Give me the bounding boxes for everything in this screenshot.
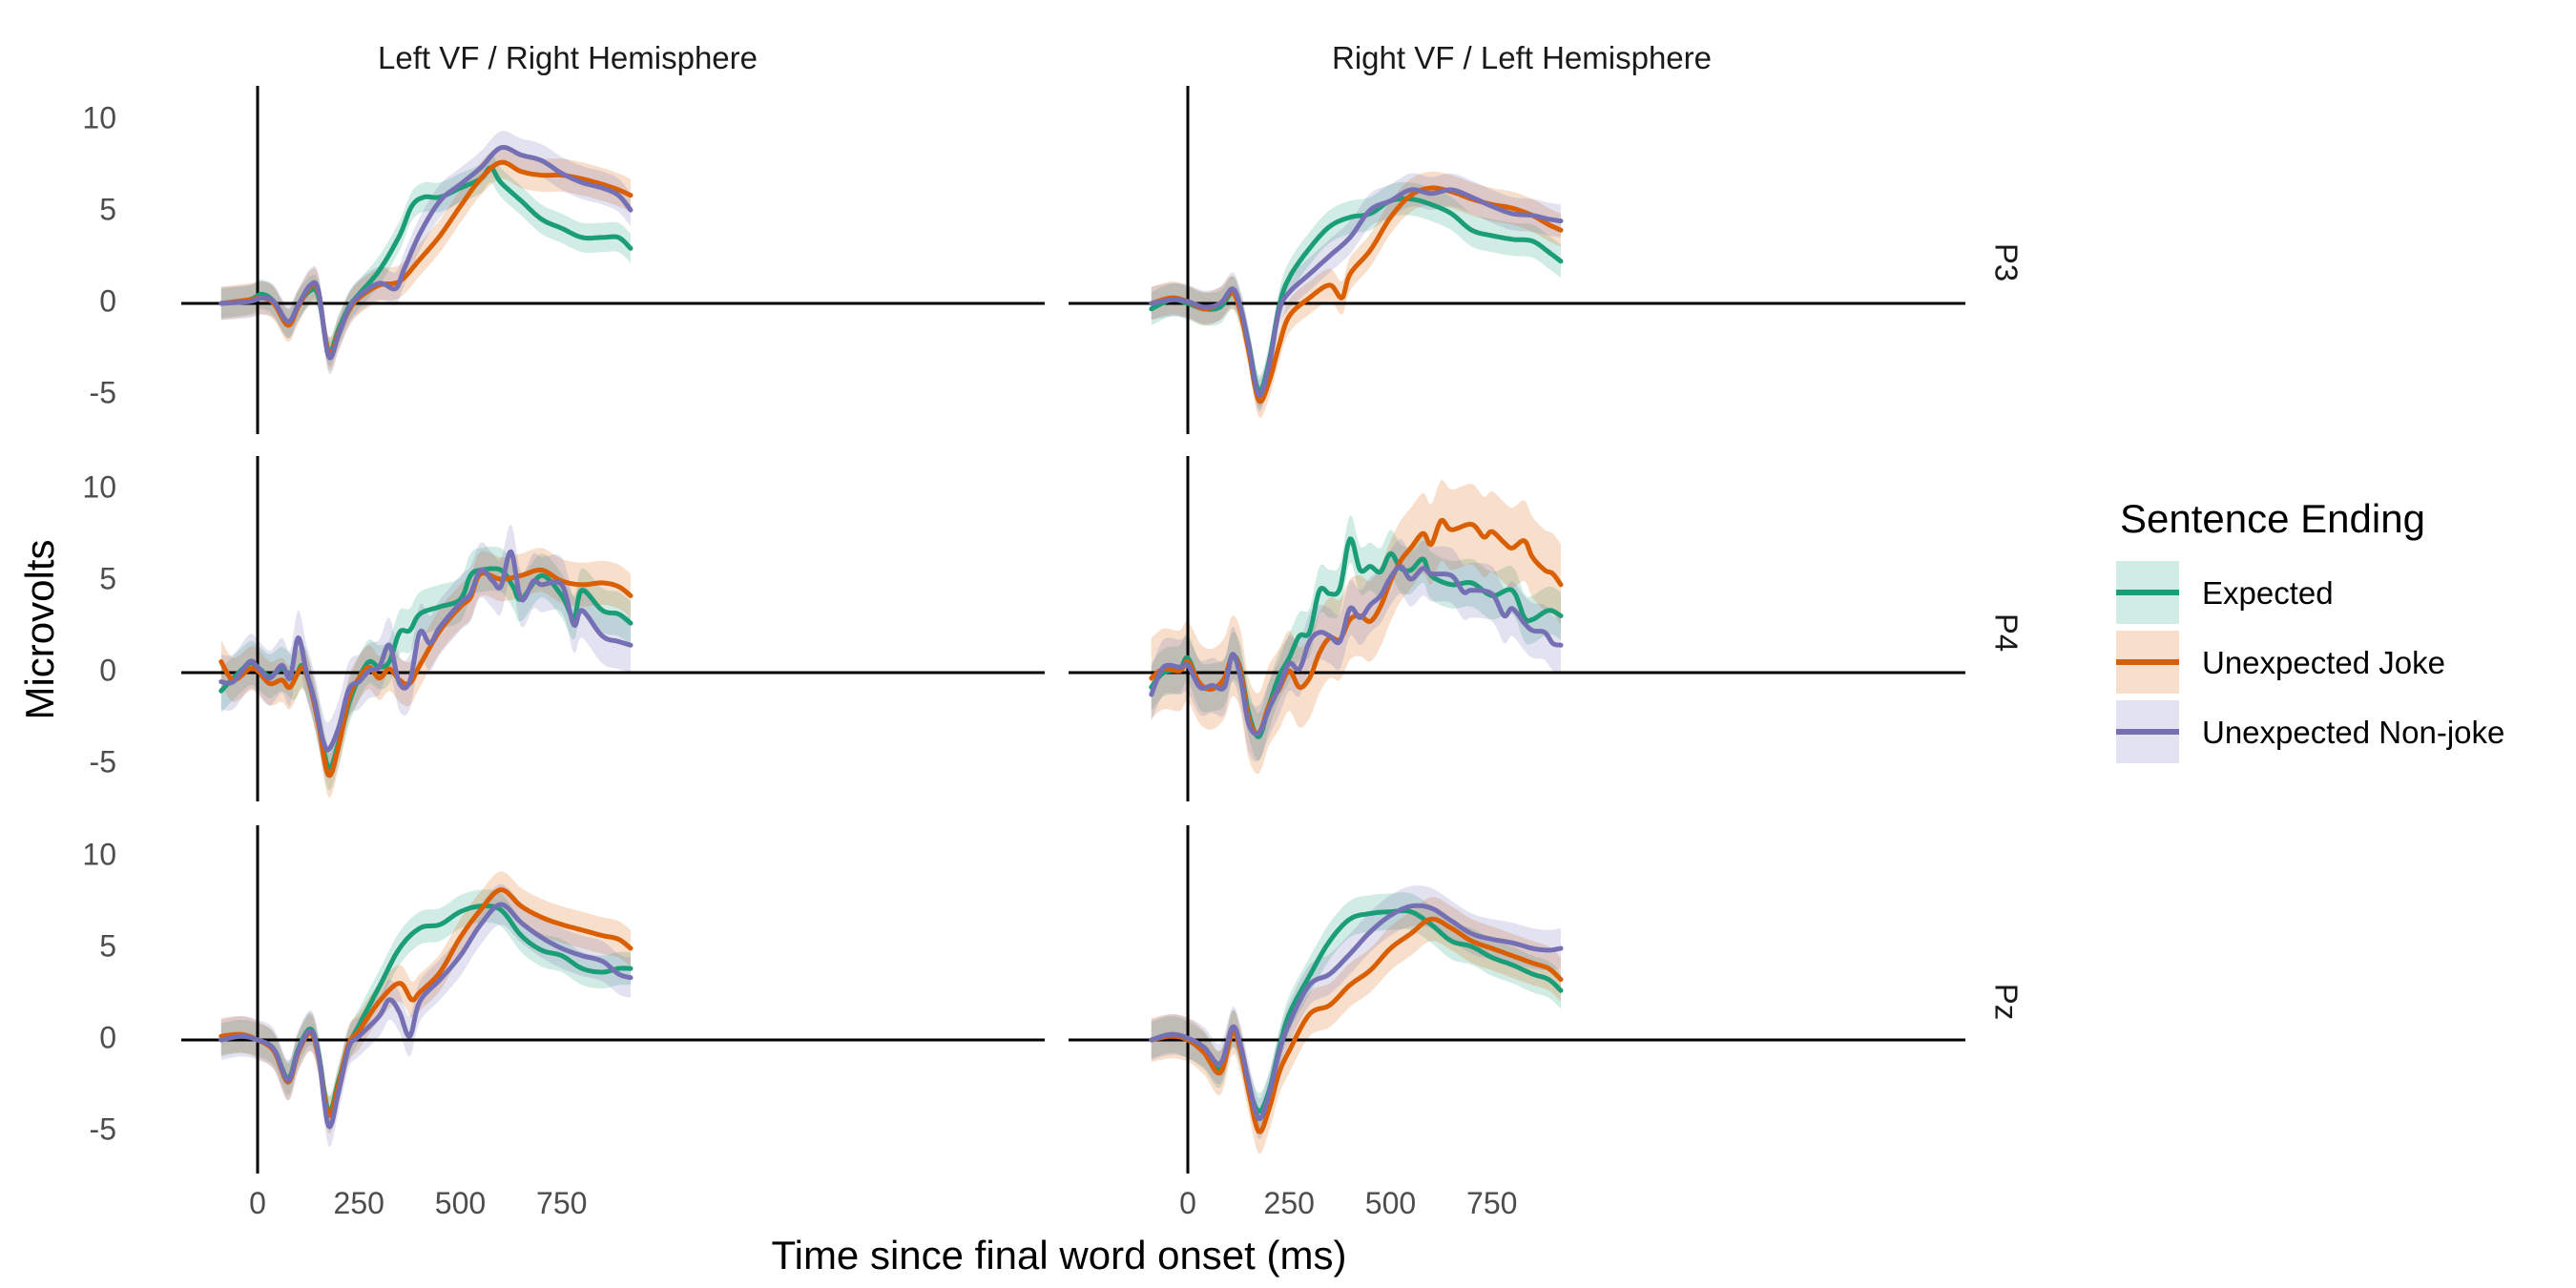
y-tick-label: 10: [82, 837, 116, 871]
strip-title-row-3: Pz: [1988, 984, 2024, 1021]
strip-title-col-1: Left VF / Right Hemisphere: [378, 40, 758, 75]
x-tick-label: 0: [1179, 1186, 1196, 1220]
y-tick-label: 10: [82, 469, 116, 504]
x-tick-label: 0: [249, 1186, 266, 1220]
line-unexpected-non-joke-right-vf-left-hemisphere-p4: [1149, 564, 1564, 737]
ribbon-expected-left-vf-right-hemisphere-pz: [220, 889, 632, 1129]
line-unexpected-non-joke-left-vf-right-hemisphere-p3: [218, 144, 634, 361]
legend-title: Sentence Ending: [2120, 496, 2425, 541]
ribbon-unexpected-non-joke-right-vf-left-hemisphere-p4: [1151, 538, 1561, 762]
legend-label-expected: Expected: [2202, 575, 2334, 611]
line-unexpected-non-joke-left-vf-right-hemisphere-p4: [218, 549, 634, 753]
line-unexpected-non-joke-left-vf-right-hemisphere-pz: [218, 902, 634, 1130]
strip-title-row-1: P3: [1988, 243, 2024, 281]
y-tick-label: 10: [82, 100, 116, 135]
y-tick-label: 5: [99, 928, 116, 963]
strip-title-col-2: Right VF / Left Hemisphere: [1332, 40, 1712, 75]
x-tick-label: 750: [1466, 1186, 1517, 1220]
strip-title-row-2: P4: [1988, 613, 2024, 652]
y-tick-label: -5: [90, 1111, 116, 1146]
ribbon-expected-left-vf-right-hemisphere-p4: [220, 546, 632, 791]
x-tick-label: 500: [1365, 1186, 1416, 1220]
y-tick-label: -5: [90, 744, 116, 779]
line-unexpected-joke-left-vf-right-hemisphere-p4: [218, 567, 634, 779]
line-unexpected-joke-right-vf-left-hemisphere-pz: [1149, 916, 1564, 1134]
ribbon-expected-right-vf-left-hemisphere-pz: [1151, 892, 1561, 1131]
ribbon-unexpected-non-joke-right-vf-left-hemisphere-pz: [1151, 885, 1561, 1139]
y-axis-title: Microvolts: [17, 539, 62, 719]
x-tick-label: 250: [334, 1186, 384, 1220]
zero-reference-lines: [181, 86, 1965, 1174]
axis-ticks: -5 0 5 10 -5 0 5 10 -5 0 5 10 0 250 500 750 0 250 500 750: [82, 100, 1517, 1220]
y-tick-label: 0: [99, 1020, 116, 1054]
line-unexpected-non-joke-right-vf-left-hemisphere-p3: [1149, 187, 1564, 398]
ribbon-unexpected-joke-left-vf-right-hemisphere-pz: [220, 871, 632, 1134]
y-tick-label: 0: [99, 653, 116, 687]
x-tick-label: 750: [536, 1186, 587, 1220]
legend-label-unexpected-non-joke: Unexpected Non-joke: [2202, 715, 2504, 750]
line-unexpected-non-joke-right-vf-left-hemisphere-pz: [1149, 903, 1564, 1122]
line-unexpected-joke-left-vf-right-hemisphere-p3: [218, 159, 634, 357]
y-tick-label: 5: [99, 561, 116, 595]
line-expected-right-vf-left-hemisphere-p3: [1149, 196, 1564, 394]
legend: Sentence Ending Expected Unexpected Joke…: [2116, 496, 2504, 763]
x-tick-label: 250: [1264, 1186, 1315, 1220]
y-tick-label: 0: [99, 283, 116, 318]
series-lines: [218, 144, 1564, 1134]
x-tick-label: 500: [435, 1186, 486, 1220]
x-axis-title: Time since final word onset (ms): [772, 1233, 1347, 1278]
y-tick-label: -5: [90, 375, 116, 409]
ribbon-unexpected-joke-right-vf-left-hemisphere-p4: [1151, 480, 1561, 774]
legend-label-unexpected-joke: Unexpected Joke: [2202, 645, 2445, 680]
y-tick-label: 5: [99, 192, 116, 226]
ribbon-expected-right-vf-left-hemisphere-p4: [1151, 514, 1561, 761]
